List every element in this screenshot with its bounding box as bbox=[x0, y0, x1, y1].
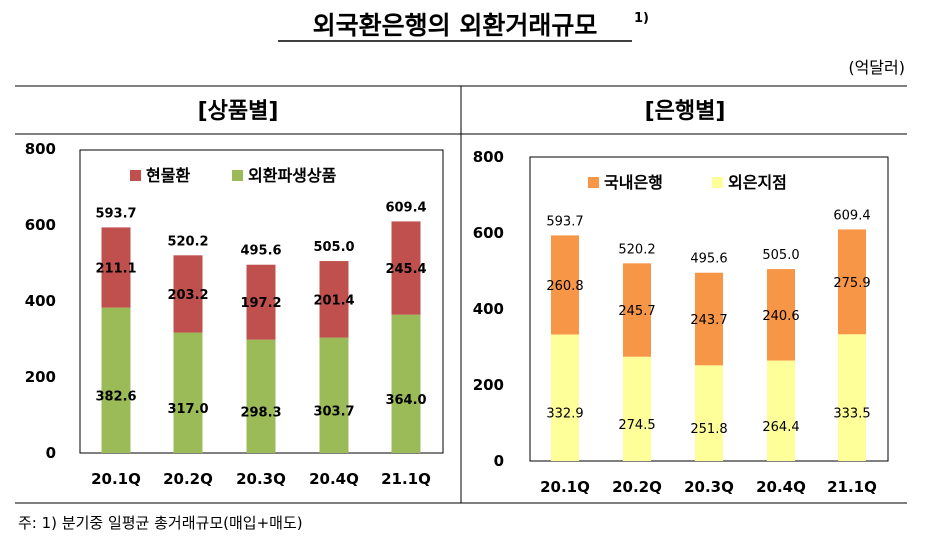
unit-label: (억달러) bbox=[848, 58, 905, 77]
footnote: 주: 1) 분기중 일평균 총거래규모(매입+매도) bbox=[18, 514, 303, 532]
data-label: 211.1 bbox=[95, 262, 136, 277]
legend-label: 현물환 bbox=[146, 166, 190, 185]
data-label: 317.0 bbox=[167, 402, 208, 417]
x-tick-label: 20.2Q bbox=[163, 470, 213, 488]
data-label: 203.2 bbox=[167, 288, 208, 303]
bar-segment bbox=[391, 314, 421, 453]
legend-swatch bbox=[712, 177, 723, 188]
data-label: 245.4 bbox=[385, 262, 426, 277]
legend-label: 외은지점 bbox=[728, 173, 787, 192]
data-label: 260.8 bbox=[546, 279, 583, 294]
y-tick-label: 400 bbox=[25, 292, 56, 310]
x-tick-label: 21.1Q bbox=[381, 470, 431, 488]
data-label: 251.8 bbox=[690, 422, 727, 437]
total-label: 505.0 bbox=[762, 248, 799, 263]
y-tick-label: 200 bbox=[25, 368, 56, 386]
data-label: 245.7 bbox=[618, 304, 655, 319]
right-chart-title: [은행별] bbox=[645, 99, 726, 124]
bar-segment bbox=[246, 264, 276, 340]
chart-by-product: 0 200 400 600 800 382.6 211.1 593.7 20.1Q 317.0 20… bbox=[25, 140, 444, 488]
bar-segment bbox=[319, 261, 349, 338]
legend-swatch bbox=[130, 170, 141, 181]
total-label: 593.7 bbox=[95, 206, 136, 221]
data-label: 303.7 bbox=[313, 404, 354, 419]
x-tick-label: 20.1Q bbox=[540, 478, 590, 496]
bar-segment bbox=[767, 269, 795, 361]
bar-segment bbox=[767, 360, 795, 461]
data-label: 197.2 bbox=[240, 296, 281, 311]
left-chart-title: [상품별] bbox=[198, 99, 279, 124]
total-label: 593.7 bbox=[546, 214, 583, 229]
bar-segment bbox=[319, 337, 349, 453]
data-label: 240.6 bbox=[762, 309, 799, 324]
bar-segment bbox=[551, 334, 579, 461]
x-tick-label: 20.2Q bbox=[612, 478, 662, 496]
x-tick-label: 20.1Q bbox=[91, 470, 141, 488]
y-tick-label: 0 bbox=[494, 452, 504, 470]
x-tick-label: 20.3Q bbox=[236, 470, 286, 488]
data-label: 264.4 bbox=[762, 420, 799, 435]
x-tick-label: 20.4Q bbox=[309, 470, 359, 488]
chart-by-bank: 0 200 400 600 800 332.9 260.8 593.7 20.1Q 274.5 24… bbox=[473, 148, 889, 496]
bar-segment bbox=[838, 229, 866, 335]
bar-segment bbox=[101, 307, 131, 453]
x-tick-label: 21.1Q bbox=[827, 478, 877, 496]
page-title: 외국환은행의 외환거래규모 bbox=[313, 11, 598, 40]
y-tick-label: 800 bbox=[25, 140, 56, 158]
bar-segment bbox=[101, 227, 131, 308]
total-label: 609.4 bbox=[385, 200, 426, 215]
total-label: 520.2 bbox=[167, 234, 208, 249]
x-tick-label: 20.4Q bbox=[756, 478, 806, 496]
bar-segment bbox=[623, 356, 651, 461]
bar-segment bbox=[173, 332, 203, 453]
y-tick-label: 0 bbox=[46, 444, 56, 462]
bar-segment bbox=[173, 255, 203, 333]
title-footnote-mark: 1) bbox=[634, 11, 649, 26]
data-label: 382.6 bbox=[95, 389, 136, 404]
legend-swatch bbox=[232, 170, 243, 181]
bar-segment bbox=[551, 235, 579, 335]
bar-segment bbox=[391, 221, 421, 315]
data-label: 333.5 bbox=[833, 407, 870, 422]
bar-segment bbox=[695, 365, 723, 461]
data-label: 243.7 bbox=[690, 313, 727, 328]
total-label: 609.4 bbox=[833, 208, 870, 223]
total-label: 520.2 bbox=[618, 242, 655, 257]
legend-label: 국내은행 bbox=[604, 173, 663, 192]
total-label: 495.6 bbox=[240, 244, 281, 259]
data-label: 201.4 bbox=[313, 293, 354, 308]
y-tick-label: 200 bbox=[473, 376, 504, 394]
data-label: 274.5 bbox=[618, 418, 655, 433]
total-label: 495.6 bbox=[690, 252, 727, 267]
x-tick-label: 20.3Q bbox=[684, 478, 734, 496]
y-tick-label: 600 bbox=[25, 216, 56, 234]
y-tick-label: 600 bbox=[473, 224, 504, 242]
bar-segment bbox=[623, 263, 651, 357]
y-tick-label: 800 bbox=[473, 148, 504, 166]
data-label: 332.9 bbox=[546, 407, 583, 422]
bar-segment bbox=[838, 334, 866, 461]
legend-label: 외환파생상품 bbox=[248, 166, 337, 185]
total-label: 505.0 bbox=[313, 240, 354, 255]
legend-swatch bbox=[588, 177, 599, 188]
data-label: 275.9 bbox=[833, 276, 870, 291]
y-tick-label: 400 bbox=[473, 300, 504, 318]
bar-segment bbox=[695, 272, 723, 366]
bar-segment bbox=[246, 339, 276, 453]
data-label: 364.0 bbox=[385, 393, 426, 408]
data-label: 298.3 bbox=[240, 405, 281, 420]
